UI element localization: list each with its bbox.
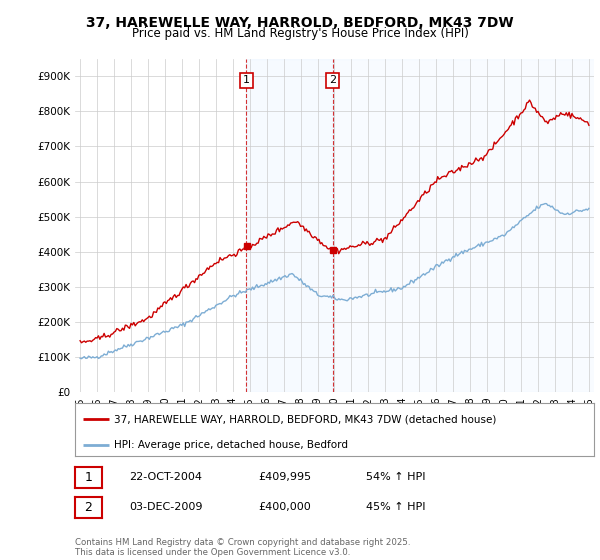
- Text: £409,995: £409,995: [258, 472, 311, 482]
- Text: 37, HAREWELLE WAY, HARROLD, BEDFORD, MK43 7DW (detached house): 37, HAREWELLE WAY, HARROLD, BEDFORD, MK4…: [114, 414, 496, 424]
- Text: 37, HAREWELLE WAY, HARROLD, BEDFORD, MK43 7DW: 37, HAREWELLE WAY, HARROLD, BEDFORD, MK4…: [86, 16, 514, 30]
- Text: 03-DEC-2009: 03-DEC-2009: [129, 502, 203, 512]
- Text: Contains HM Land Registry data © Crown copyright and database right 2025.
This d: Contains HM Land Registry data © Crown c…: [75, 538, 410, 557]
- Text: 22-OCT-2004: 22-OCT-2004: [129, 472, 202, 482]
- Text: Price paid vs. HM Land Registry's House Price Index (HPI): Price paid vs. HM Land Registry's House …: [131, 27, 469, 40]
- Text: 2: 2: [85, 501, 92, 514]
- Bar: [333, 59, 598, 392]
- Bar: [247, 59, 333, 392]
- Text: 1: 1: [243, 76, 250, 86]
- Text: 54% ↑ HPI: 54% ↑ HPI: [366, 472, 425, 482]
- Text: 2: 2: [329, 76, 337, 86]
- Text: 1: 1: [85, 471, 92, 484]
- Text: £400,000: £400,000: [258, 502, 311, 512]
- Text: HPI: Average price, detached house, Bedford: HPI: Average price, detached house, Bedf…: [114, 440, 348, 450]
- Text: 45% ↑ HPI: 45% ↑ HPI: [366, 502, 425, 512]
